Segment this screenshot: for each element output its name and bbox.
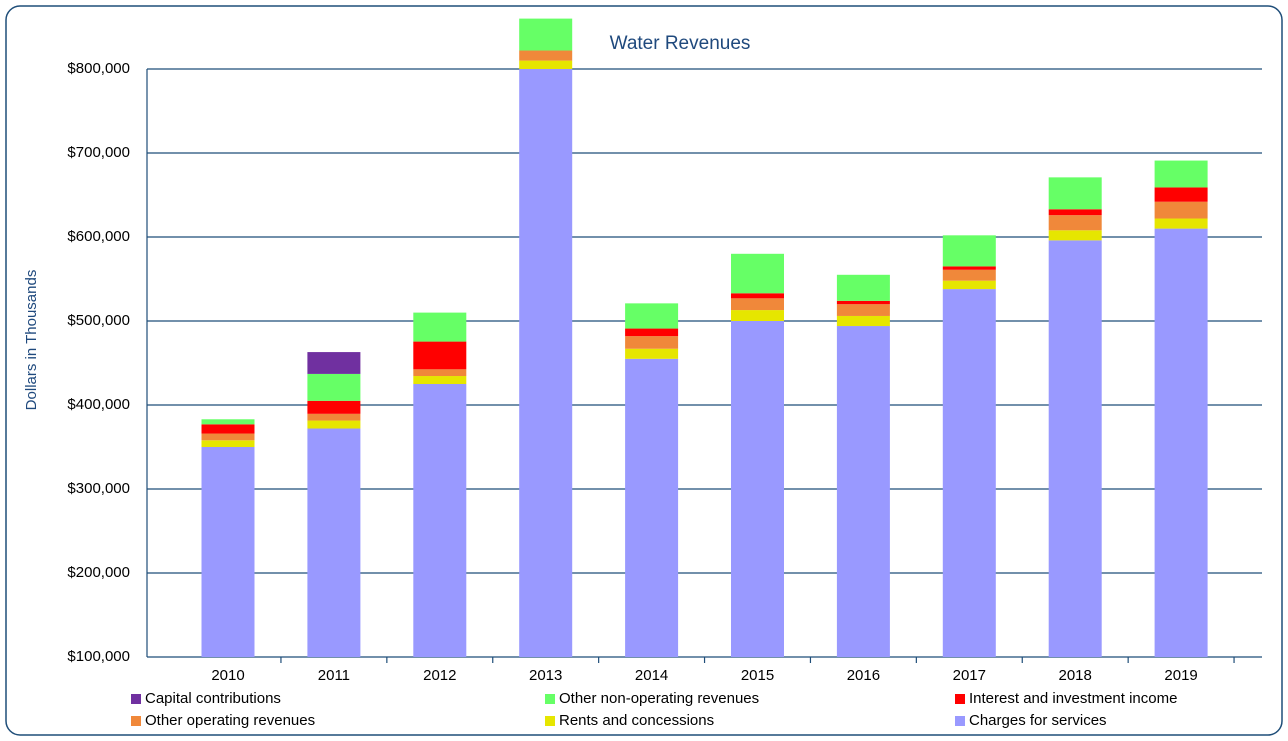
bar-segment: [836, 274, 890, 301]
legend-label: Charges for services: [969, 712, 1107, 729]
bar-segment: [307, 352, 361, 374]
bar-segment: [1048, 209, 1102, 216]
bar-segment: [1154, 160, 1208, 188]
bar-segment: [731, 293, 784, 299]
bar-segment: [413, 369, 467, 377]
y-tick-label: $500,000: [67, 312, 130, 329]
bar-segment: [307, 420, 361, 429]
bar-segment: [307, 400, 361, 414]
x-tick-label: 2016: [847, 667, 880, 684]
bar-segment: [519, 50, 573, 61]
x-tick-label: 2011: [318, 667, 350, 684]
bar-segment: [625, 336, 679, 349]
x-tick-label: 2017: [953, 667, 986, 684]
y-tick-label: $800,000: [67, 60, 130, 77]
legend-swatch: [131, 694, 141, 704]
bar-segment: [1048, 177, 1102, 210]
bar-segment: [731, 253, 784, 294]
bar-segment: [836, 326, 890, 657]
bar-segment: [836, 300, 890, 305]
bar-segment: [201, 440, 255, 447]
legend-swatch: [955, 716, 965, 726]
x-tick-label: 2010: [211, 667, 244, 684]
y-tick-label: $200,000: [67, 564, 130, 581]
legend-label: Interest and investment income: [969, 690, 1177, 707]
y-axis-title: Dollars in Thousands: [23, 270, 40, 411]
bar-segment: [201, 433, 255, 441]
legend-label: Other operating revenues: [145, 712, 315, 729]
bar-segment: [201, 419, 255, 425]
y-tick-label: $300,000: [67, 480, 130, 497]
bar-segment: [1048, 215, 1102, 231]
bar-segment: [1048, 230, 1102, 241]
y-tick-label: $100,000: [67, 648, 130, 665]
legend-label: Rents and concessions: [559, 712, 714, 729]
bar-segment: [201, 447, 255, 657]
bar-segment: [942, 289, 996, 657]
x-tick-label: 2019: [1164, 667, 1197, 684]
bar-segment: [519, 60, 573, 69]
legend-swatch: [131, 716, 141, 726]
legend-swatch: [545, 694, 555, 704]
x-tick-label: 2015: [741, 667, 774, 684]
bar-segment: [731, 298, 784, 311]
y-tick-label: $600,000: [67, 228, 130, 245]
bar-segment: [307, 428, 361, 657]
bar-segment: [625, 328, 679, 337]
legend-label: Capital contributions: [145, 690, 281, 707]
x-tick-label: 2018: [1059, 667, 1092, 684]
bar-segment: [836, 304, 890, 316]
bar-segment: [307, 373, 361, 401]
x-tick-label: 2013: [529, 667, 562, 684]
bar-segment: [519, 69, 573, 657]
bar-segment: [942, 280, 996, 290]
bar-segment: [1154, 201, 1208, 219]
x-tick-label: 2014: [635, 667, 668, 684]
bar-segment: [413, 384, 467, 657]
bar-segment: [413, 376, 467, 384]
bar-segment: [731, 321, 784, 657]
bar-segment: [201, 424, 255, 434]
legend-swatch: [545, 716, 555, 726]
y-tick-label: $700,000: [67, 144, 130, 161]
bar-segment: [625, 348, 679, 359]
chart-title: Water Revenues: [610, 33, 751, 54]
bar-segment: [1154, 218, 1208, 229]
bar-segment: [1048, 240, 1102, 658]
legend-label: Other non-operating revenues: [559, 690, 759, 707]
bar-segment: [625, 358, 679, 657]
bar-segment: [307, 413, 361, 421]
bar-segment: [1154, 228, 1208, 657]
legend-swatch: [955, 694, 965, 704]
bar-segment: [942, 269, 996, 281]
y-tick-label: $400,000: [67, 396, 130, 413]
bar-segment: [519, 18, 573, 51]
bar-segment: [731, 310, 784, 321]
bar-segment: [1154, 187, 1208, 202]
x-tick-label: 2012: [423, 667, 456, 684]
bar-segment: [413, 341, 467, 370]
bar-segment: [942, 235, 996, 267]
bar-segment: [942, 266, 996, 270]
bar-segment: [836, 315, 890, 327]
bar-segment: [413, 312, 467, 342]
bar-segment: [625, 303, 679, 329]
